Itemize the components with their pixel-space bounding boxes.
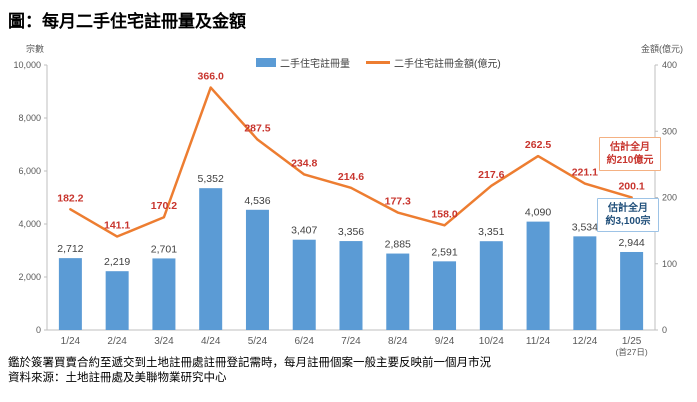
volume-bar-label: 2,701 — [151, 243, 177, 255]
volume-bar — [386, 253, 410, 330]
volume-bar — [573, 236, 597, 330]
page-title: 圖：每月二手住宅註冊量及金額 — [8, 12, 246, 31]
x-axis-label: 6/24 — [294, 336, 314, 347]
x-axis-label: 10/24 — [479, 336, 504, 347]
volume-bar-label: 3,356 — [338, 226, 364, 238]
amount-point-label: 234.8 — [291, 157, 317, 169]
amount-point-label: 177.3 — [385, 196, 411, 208]
volume-bar — [339, 241, 363, 330]
left-tick-label: 10,000 — [13, 60, 41, 70]
amount-estimate-line2: 約210億元 — [606, 155, 654, 166]
right-tick-label: 100 — [662, 259, 677, 269]
legend-item-volume: 二手住宅註冊量 — [256, 55, 350, 70]
amount-point-label: 366.0 — [198, 71, 224, 83]
bar-series-label: 二手住宅註冊量 — [280, 59, 350, 70]
x-axis-label: 8/24 — [388, 336, 408, 347]
amount-point-label: 200.1 — [618, 180, 644, 192]
left-axis-title: 宗數 — [26, 44, 45, 54]
x-axis-label: 3/24 — [154, 336, 174, 347]
footnotes: 鑑於簽署買賣合約至遞交到土地註冊處註冊登記需時，每月註冊個案一般主要反映前一個月… — [8, 356, 491, 386]
x-axis-label: 1/25 — [622, 336, 642, 347]
volume-bar — [245, 209, 269, 330]
amount-estimate-callout: 估計全月 約210億元 — [599, 137, 661, 171]
volume-bar — [199, 188, 223, 330]
left-tick-label: 8,000 — [18, 113, 41, 123]
footnote-market-note: 鑑於簽署買賣合約至遞交到土地註冊處註冊登記需時，每月註冊個案一般主要反映前一個月… — [8, 357, 491, 369]
volume-bar-label: 3,351 — [478, 226, 504, 238]
right-tick-label: 300 — [662, 126, 677, 136]
amount-point-label: 170.2 — [151, 200, 177, 212]
volume-bar — [526, 221, 550, 330]
right-tick-label: 400 — [662, 60, 677, 70]
x-axis-label-note: (首27日) — [616, 347, 648, 357]
volume-estimate-callout: 估計全月 約3,100宗 — [597, 198, 659, 232]
volume-bar-label: 2,219 — [104, 256, 130, 268]
left-tick-label: 6,000 — [18, 166, 41, 176]
amount-estimate-line1: 估計全月 — [610, 142, 650, 153]
amount-point-label: 141.1 — [104, 220, 130, 232]
volume-bar-label: 2,944 — [618, 237, 644, 249]
footnote-source: 資料來源：土地註冊處及美聯物業研究中心 — [8, 372, 227, 385]
left-tick-label: 4,000 — [18, 219, 41, 229]
volume-bar-label: 2,712 — [57, 243, 83, 255]
volume-bar — [292, 239, 316, 330]
volume-bar — [479, 241, 503, 330]
legend: 二手住宅註冊量 二手住宅註冊金額(億元) — [256, 55, 501, 70]
amount-point-label: 158.0 — [431, 208, 457, 220]
volume-bar-label: 2,591 — [431, 246, 457, 258]
x-axis-label: 12/24 — [572, 336, 597, 347]
line-series-swatch — [366, 61, 390, 64]
legend-item-amount: 二手住宅註冊金額(億元) — [366, 55, 501, 70]
x-axis-label: 1/24 — [61, 336, 81, 347]
volume-bar-label: 5,352 — [198, 173, 224, 185]
x-axis-label: 2/24 — [107, 336, 127, 347]
volume-estimate-line2: 約3,100宗 — [605, 216, 651, 227]
bar-series-swatch — [256, 58, 276, 67]
amount-point-label: 214.6 — [338, 171, 364, 183]
volume-bar-label: 3,407 — [291, 225, 317, 237]
x-axis-label: 4/24 — [201, 336, 221, 347]
amount-point-label: 262.5 — [525, 139, 551, 151]
x-axis-label: 5/24 — [248, 336, 268, 347]
left-tick-label: 2,000 — [18, 272, 41, 282]
volume-bar — [620, 251, 644, 330]
volume-bar-label: 4,090 — [525, 207, 551, 219]
x-axis-label: 9/24 — [435, 336, 455, 347]
right-tick-label: 200 — [662, 193, 677, 203]
amount-point-label: 182.2 — [57, 192, 83, 204]
volume-bar — [152, 258, 176, 330]
x-axis-label: 11/24 — [526, 336, 551, 347]
volume-bar-label: 4,536 — [244, 195, 270, 207]
volume-bar — [433, 261, 457, 330]
amount-point-label: 217.6 — [478, 169, 504, 181]
line-series-label: 二手住宅註冊金額(億元) — [394, 59, 501, 70]
amount-line — [69, 86, 633, 238]
x-axis-label: 7/24 — [341, 336, 361, 347]
volume-bar — [105, 271, 129, 330]
volume-bar — [58, 258, 82, 330]
amount-point-label: 287.5 — [244, 123, 270, 135]
amount-point-label: 221.1 — [572, 167, 598, 179]
right-tick-label: 0 — [662, 325, 667, 335]
volume-bar-label: 3,534 — [572, 221, 598, 233]
volume-bar-label: 2,885 — [385, 239, 411, 251]
volume-estimate-line1: 估計全月 — [608, 203, 648, 214]
right-axis-title: 金額(億元) — [641, 44, 683, 54]
left-tick-label: 0 — [36, 325, 41, 335]
